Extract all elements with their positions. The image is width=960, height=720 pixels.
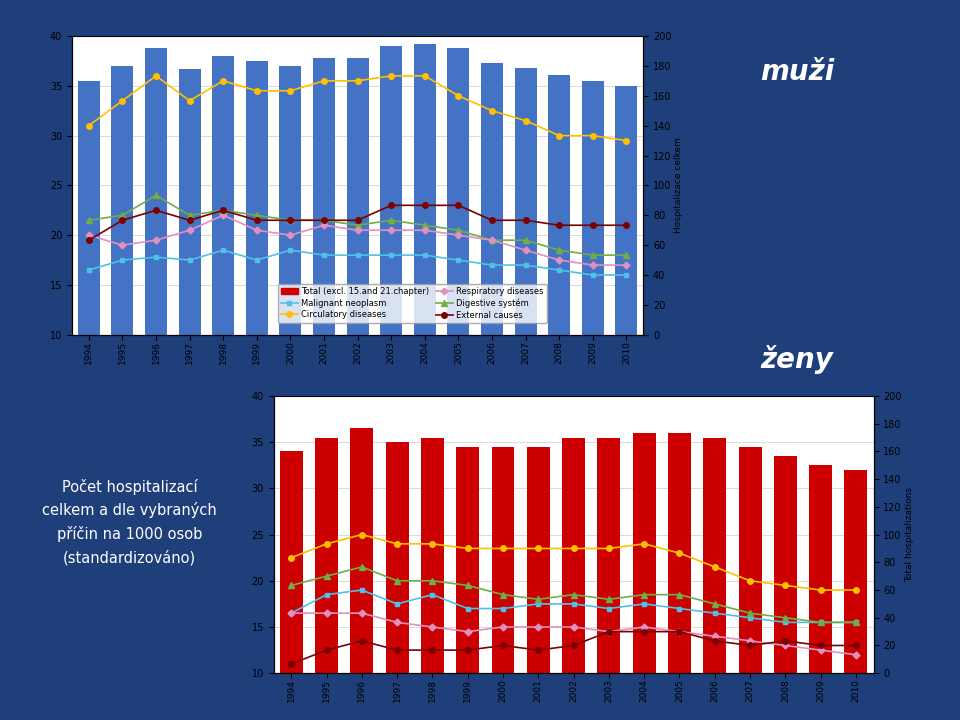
Bar: [774, 456, 797, 720]
Text: Počet hospitalizací
celkem a dle vybraných
příčin na 1000 osob
(standardizováno): Počet hospitalizací celkem a dle vybraný…: [42, 479, 217, 565]
Bar: [481, 63, 503, 434]
Bar: [563, 438, 585, 720]
Bar: [315, 438, 338, 720]
Bar: [447, 48, 469, 434]
Bar: [279, 451, 302, 720]
Bar: [615, 86, 637, 434]
Bar: [111, 66, 133, 434]
Bar: [279, 66, 301, 434]
Bar: [456, 447, 479, 720]
Bar: [420, 438, 444, 720]
Bar: [668, 433, 691, 720]
Bar: [582, 81, 604, 434]
Bar: [145, 48, 167, 434]
Bar: [597, 438, 620, 720]
Bar: [386, 442, 409, 720]
Y-axis label: Total hospitalizations: Total hospitalizations: [904, 487, 914, 582]
Bar: [515, 68, 537, 434]
Bar: [347, 58, 369, 434]
Text: muži: muži: [759, 58, 834, 86]
Bar: [633, 433, 656, 720]
Bar: [809, 465, 832, 720]
Bar: [548, 75, 570, 434]
Bar: [704, 438, 727, 720]
Y-axis label: Hospitalizace celkem: Hospitalizace celkem: [674, 138, 684, 233]
Bar: [738, 447, 761, 720]
Bar: [414, 44, 436, 434]
Bar: [78, 81, 100, 434]
Bar: [179, 69, 201, 434]
Bar: [845, 470, 868, 720]
Bar: [246, 61, 268, 434]
Bar: [313, 58, 335, 434]
Legend: Total (excl. 15.and 21.chapter), Malignant neoplasm, Circulatory diseases, Respi: Total (excl. 15.and 21.chapter), Maligna…: [277, 284, 547, 323]
Bar: [350, 428, 373, 720]
Bar: [492, 447, 515, 720]
Bar: [380, 46, 402, 434]
Bar: [212, 56, 234, 434]
Bar: [527, 447, 550, 720]
Text: ženy: ženy: [760, 346, 833, 374]
